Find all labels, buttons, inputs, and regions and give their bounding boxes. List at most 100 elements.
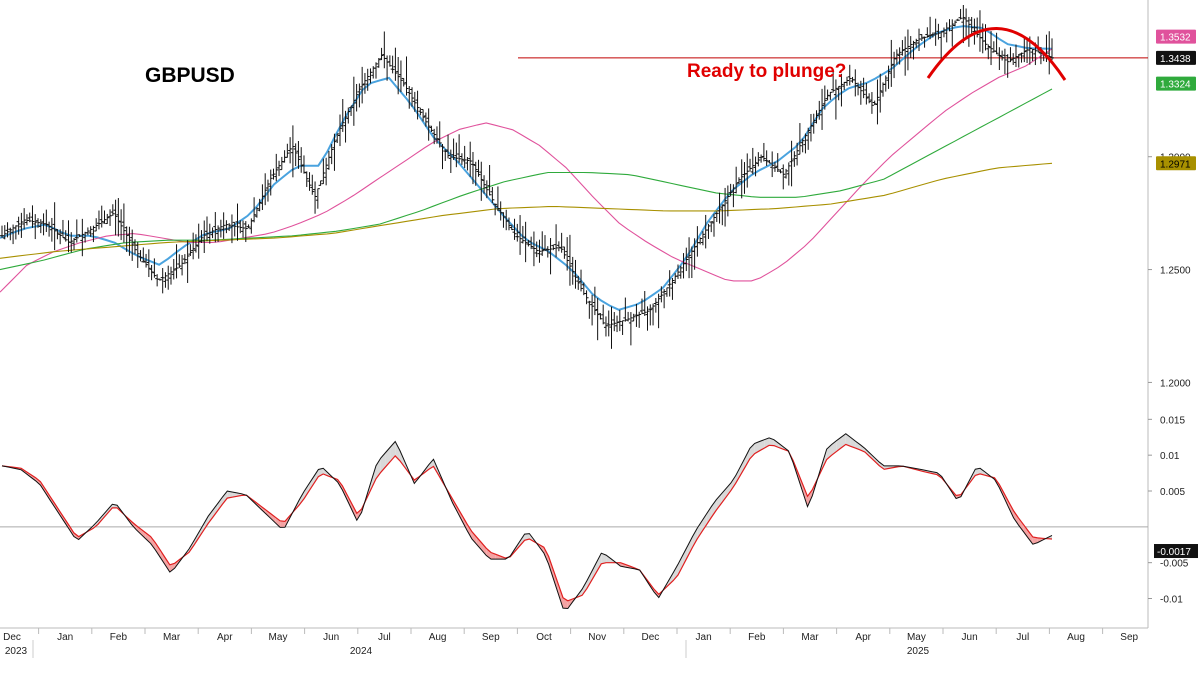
ohlc-bar [96, 210, 101, 230]
ohlc-bar [1019, 52, 1024, 63]
ohlc-bar [418, 107, 423, 116]
ohlc-bar [736, 177, 741, 184]
oscillator-fill-segment [141, 529, 146, 539]
ohlc-bar [396, 56, 401, 95]
ohlc-bar [645, 306, 650, 331]
ohlc-bar [537, 239, 542, 263]
ohlc-bar [700, 231, 705, 246]
ohlc-bar [1022, 37, 1027, 63]
ohlc-bar [772, 161, 777, 172]
ohlc-bar [595, 298, 600, 341]
ohlc-bar [717, 192, 722, 224]
ohlc-bar [166, 265, 171, 290]
ohlc-bar [728, 183, 733, 197]
oscillator-fill-segment [807, 489, 813, 507]
oscillator-fill-segment [371, 465, 376, 489]
oscillator-fill-segment [352, 504, 357, 521]
ohlc-bar [88, 226, 93, 237]
ohlc-bar [598, 313, 603, 320]
ohlc-bar [379, 47, 384, 61]
ohlc-bar [374, 62, 379, 79]
ohlc-bar [119, 209, 124, 241]
ohlc-bar [27, 212, 32, 223]
oscillator-fill-segment [193, 532, 199, 546]
ohlc-bar [667, 270, 672, 297]
ohlc-bar [252, 197, 257, 223]
ohlc-bar [80, 218, 85, 257]
ohlc-bar [121, 203, 126, 243]
ohlc-bar [490, 187, 495, 204]
oscillator-fill-segment [213, 503, 218, 517]
ohlc-bar [814, 110, 819, 124]
ohlc-bar [168, 266, 173, 285]
oscillator-tick-label: 0.015 [1160, 415, 1185, 426]
ohlc-bar [426, 108, 431, 141]
ohlc-bar [520, 225, 525, 244]
ohlc-bar [723, 187, 728, 227]
ohlc-bar [720, 204, 725, 226]
month-tick-label: Aug [1067, 632, 1085, 643]
ohlc-bar [274, 153, 279, 182]
ohlc-bar [241, 220, 246, 238]
ohlc-bar [188, 244, 193, 256]
ohlc-bar [858, 80, 863, 105]
ohlc-bar [224, 220, 229, 234]
ohlc-bar [905, 29, 910, 71]
ohlc-bar [437, 121, 442, 148]
ohlc-bar [335, 133, 340, 143]
ohlc-bar [132, 239, 137, 255]
ohlc-bar [421, 108, 426, 122]
ohlc-bar [207, 223, 212, 244]
oscillator-fill-segment [874, 457, 880, 466]
ohlc-bar [8, 227, 13, 241]
ohlc-bar [457, 134, 462, 163]
ohlc-bar [759, 154, 764, 163]
month-tick-label: Feb [748, 632, 766, 643]
ohlc-bar [803, 133, 808, 154]
ohlc-bar [526, 239, 531, 247]
ohlc-bar [354, 83, 359, 112]
ohlc-bar [268, 169, 273, 196]
month-tick-label: Dec [3, 632, 21, 643]
ohlc-bar [216, 225, 221, 242]
oscillator-fill-segment [299, 491, 305, 505]
ohlc-bar [603, 316, 608, 337]
oscillator-fill-segment [467, 524, 472, 539]
oscillator-fill-segment [548, 556, 554, 579]
ohlc-bar [482, 175, 487, 194]
ohlc-bar [512, 218, 517, 240]
oscillator-fill-segment [495, 554, 501, 560]
price-badge: 1.2971 [1156, 156, 1196, 171]
ohlc-bar [789, 140, 794, 187]
ohlc-bar [205, 216, 210, 242]
oscillator-fill-segment [711, 499, 717, 517]
ohlc-bar [692, 238, 697, 270]
ohlc-bar [299, 147, 304, 173]
oscillator-fill-segment [836, 437, 841, 452]
ohlc-bar [193, 234, 198, 253]
ohlc-bar [304, 171, 309, 187]
ohlc-bar [468, 141, 473, 177]
oscillator-fill-segment [232, 492, 237, 498]
ohlc-bar [567, 234, 572, 286]
ohlc-bar [116, 198, 121, 237]
ohlc-bar [69, 232, 74, 253]
ohlc-bar [518, 215, 523, 255]
oscillator-fill-segment [145, 532, 151, 544]
ohlc-bar [479, 161, 484, 201]
ohlc-bar [443, 149, 448, 161]
ohlc-bar [639, 298, 644, 314]
oscillator-fill-segment [735, 466, 741, 484]
svg-text:1.3438: 1.3438 [1160, 54, 1191, 65]
ohlc-bar [152, 258, 157, 278]
ohlc-bar [5, 222, 10, 238]
oscillator-fill-segment [865, 448, 870, 457]
ohlc-bar [171, 259, 176, 280]
ohlc-bar [446, 134, 451, 159]
ohlc-bar [1030, 48, 1035, 62]
ohlc-bar [706, 223, 711, 239]
ohlc-bar [1011, 53, 1016, 65]
ohlc-bar [360, 66, 365, 104]
